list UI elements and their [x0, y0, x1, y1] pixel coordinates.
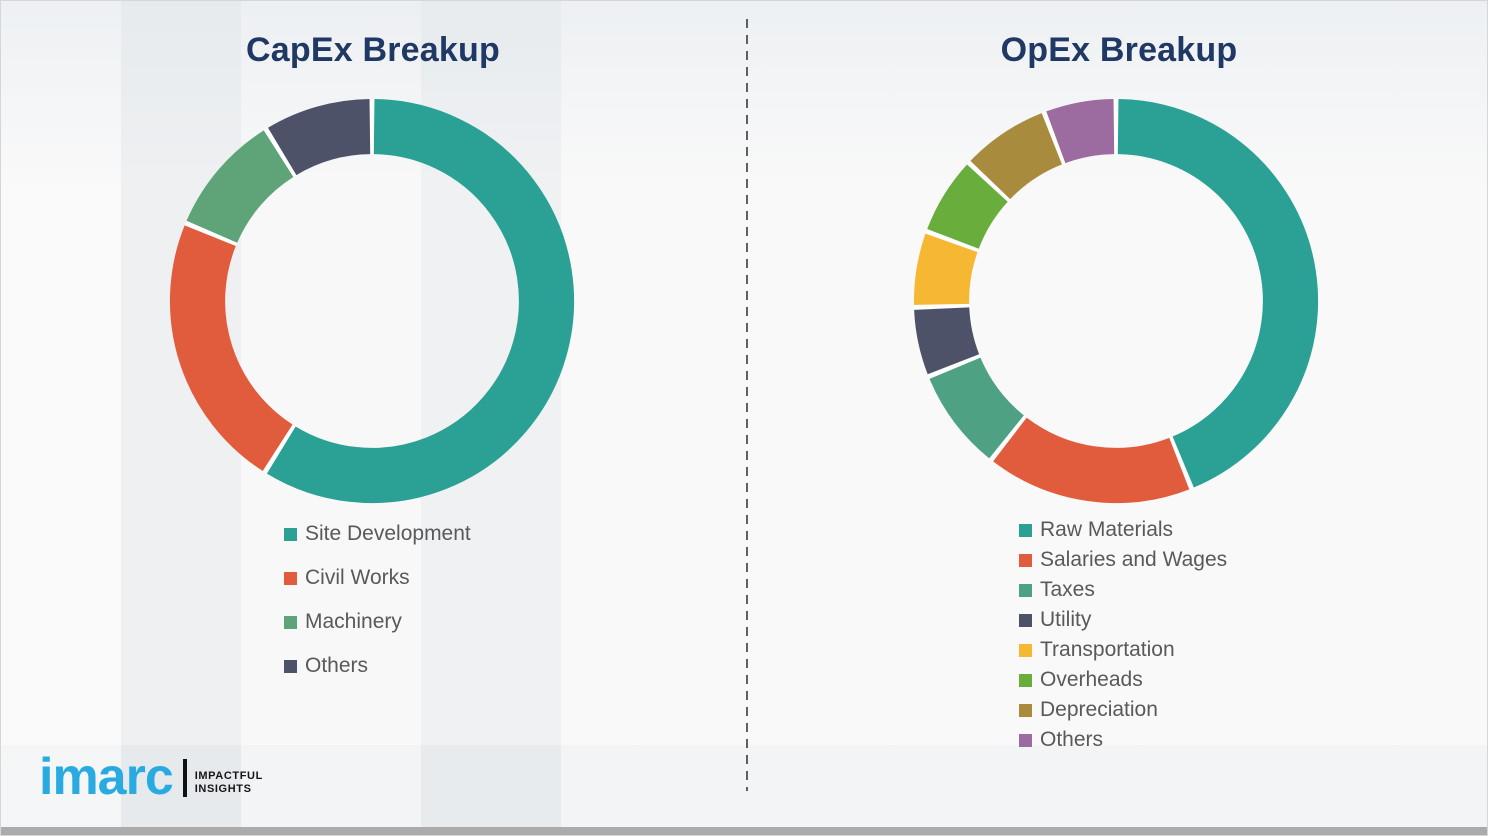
opex-legend: Raw Materials Salaries and Wages Taxes Util… [1019, 515, 1227, 755]
legend-item-others: Others [284, 644, 471, 688]
logo-tagline-line2: INSIGHTS [194, 782, 252, 795]
donut-segment-taxes [929, 356, 1025, 459]
legend-swatch [1019, 733, 1032, 747]
legend-label: Salaries and Wages [1040, 548, 1228, 571]
donut-segment-salaries-and-wages [993, 417, 1190, 504]
legend-label: Depreciation [1040, 698, 1158, 721]
legend-label: Utility [1040, 608, 1092, 631]
legend-label: Overheads [1040, 668, 1143, 691]
logo-tagline-line1: IMPACTFUL [194, 769, 263, 782]
legend-swatch [284, 527, 297, 541]
legend-label: Others [305, 654, 369, 677]
capex-panel: CapEx Breakup Site Development Civil Work… [1, 1, 745, 835]
legend-label: Taxes [1040, 578, 1095, 601]
legend-item-machinery: Machinery [284, 600, 471, 644]
legend-swatch [1019, 703, 1032, 717]
legend-item-depreciation: Depreciation [1019, 695, 1227, 725]
donut-segment-raw-materials [1117, 98, 1319, 488]
capex-donut-chart [165, 94, 579, 508]
donut-segment-site-development [266, 98, 575, 504]
legend-label: Site Development [305, 522, 471, 545]
legend-item-taxes: Taxes [1019, 575, 1227, 605]
legend-swatch [1019, 673, 1032, 687]
donut-segment-transportation [913, 233, 978, 305]
logo-tagline: IMPACTFUL INSIGHTS [195, 770, 263, 799]
legend-swatch [284, 659, 297, 673]
vertical-dashed-divider [746, 19, 748, 791]
legend-label: Raw Materials [1040, 518, 1174, 541]
legend-label: Others [1040, 728, 1104, 751]
bottom-edge-strip [1, 827, 1487, 835]
imarc-logo-wordmark: imarc [39, 748, 174, 807]
donut-segment-machinery [186, 130, 294, 244]
legend-label: Transportation [1040, 638, 1175, 661]
legend-item-site-development: Site Development [284, 512, 471, 556]
donut-segment-utility [914, 306, 980, 375]
legend-swatch [1019, 583, 1032, 597]
opex-panel: OpEx Breakup Raw Materials Salaries and W… [749, 1, 1487, 835]
legend-swatch [1019, 613, 1032, 627]
legend-item-others: Others [1019, 725, 1227, 755]
legend-swatch [284, 615, 297, 629]
legend-swatch [1019, 523, 1032, 537]
legend-item-overheads: Overheads [1019, 665, 1227, 695]
donut-segment-overheads [927, 164, 1009, 250]
donut-segment-depreciation [970, 113, 1063, 200]
donut-segment-others [267, 98, 371, 176]
legend-swatch [1019, 643, 1032, 657]
opex-donut-chart [909, 94, 1323, 508]
opex-donut-svg [913, 98, 1319, 504]
donut-segment-civil-works [169, 225, 294, 471]
imarc-logo: imarc IMPACTFUL INSIGHTS [39, 748, 263, 807]
legend-item-utility: Utility [1019, 605, 1227, 635]
legend-item-raw-materials: Raw Materials [1019, 515, 1227, 545]
legend-item-transportation: Transportation [1019, 635, 1227, 665]
capex-donut-svg [169, 98, 575, 504]
legend-label: Civil Works [305, 566, 410, 589]
capex-legend: Site Development Civil Works Machinery Othe… [284, 512, 471, 688]
legend-item-salaries-and-wages: Salaries and Wages [1019, 545, 1227, 575]
logo-divider-bar [182, 759, 187, 797]
donut-segment-others [1046, 98, 1115, 164]
capex-chart-title: CapEx Breakup [246, 31, 500, 69]
legend-item-civil-works: Civil Works [284, 556, 471, 600]
legend-swatch [284, 571, 297, 585]
legend-swatch [1019, 553, 1032, 567]
opex-chart-title: OpEx Breakup [1000, 31, 1238, 69]
legend-label: Machinery [305, 610, 402, 633]
